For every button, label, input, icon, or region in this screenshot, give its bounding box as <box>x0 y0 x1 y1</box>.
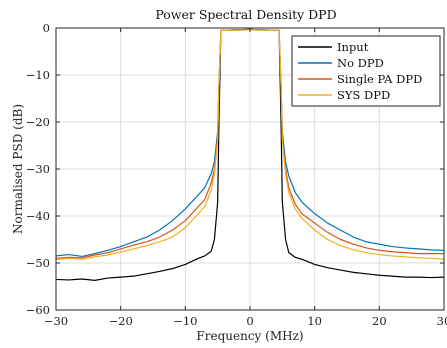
chart-title: Power Spectral Density DPD <box>155 7 336 22</box>
y-tick-label: −40 <box>26 209 50 223</box>
x-tick-label: 20 <box>372 314 387 328</box>
y-tick-label: −30 <box>26 162 50 176</box>
y-tick-label: −50 <box>26 256 50 270</box>
y-tick-label: −60 <box>26 303 50 317</box>
legend-label: Input <box>337 40 369 54</box>
x-tick-label: −30 <box>44 314 68 328</box>
y-tick-label: −20 <box>26 115 50 129</box>
x-axis-label: Frequency (MHz) <box>196 329 303 343</box>
x-tick-label: −10 <box>173 314 197 328</box>
x-tick-label: 30 <box>437 314 447 328</box>
y-axis-label: Normalised PSD (dB) <box>11 104 25 234</box>
x-tick-label: 0 <box>246 314 253 328</box>
legend-label: Single PA DPD <box>337 72 422 86</box>
x-tick-label: 10 <box>307 314 322 328</box>
x-tick-label: −20 <box>109 314 133 328</box>
x-tick-labels: −30 −20 −10 0 10 20 30 <box>44 314 447 328</box>
y-tick-label: −10 <box>26 68 50 82</box>
legend: Input No DPD Single PA DPD SYS DPD <box>291 35 441 107</box>
y-tick-label: 0 <box>43 21 50 35</box>
legend-label: No DPD <box>337 56 384 70</box>
legend-label: SYS DPD <box>337 88 390 102</box>
ticks <box>55 27 445 311</box>
y-tick-labels: −60 −50 −40 −30 −20 −10 0 <box>26 21 50 317</box>
